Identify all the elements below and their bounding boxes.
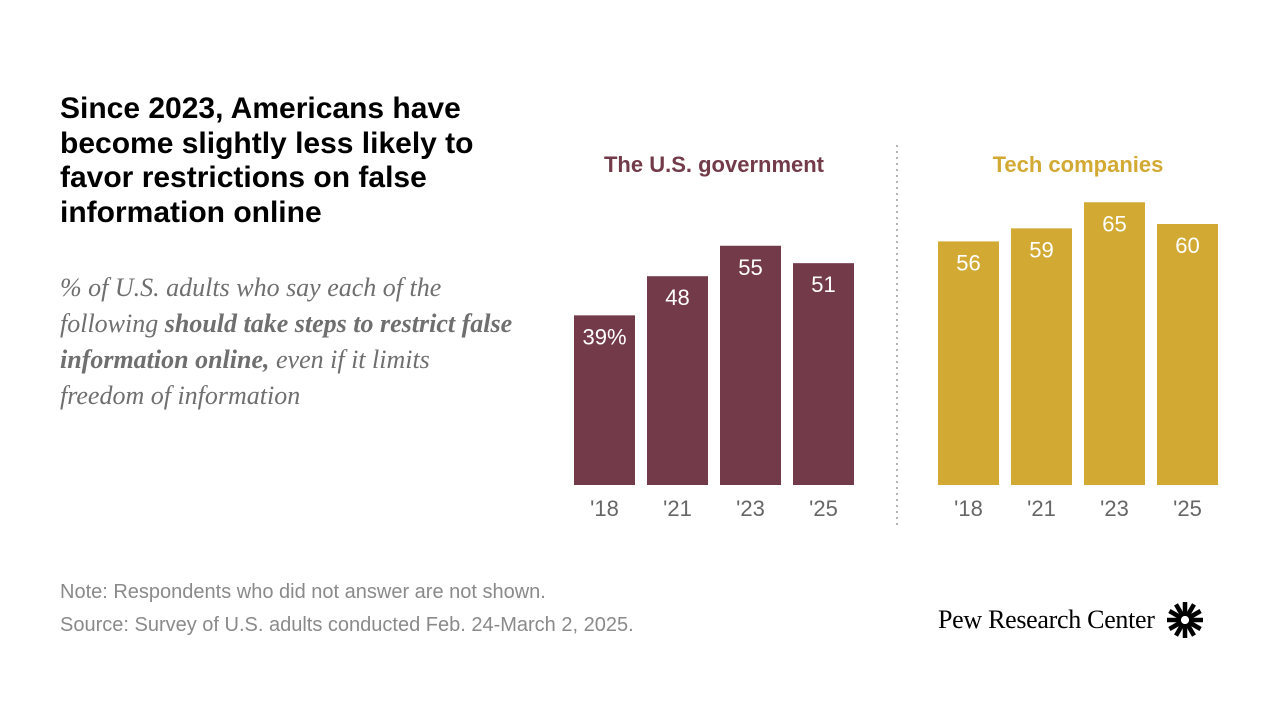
x-tick-the-u-s-government-2: '23 — [736, 496, 765, 521]
note-text: Note: Respondents who did not answer are… — [60, 581, 546, 603]
x-tick-tech-companies-3: '25 — [1173, 496, 1202, 521]
sunburst-ray — [1187, 620, 1202, 631]
subtitle-text-1: % of U.S. adults who say each of the fol… — [60, 273, 442, 338]
bar-the-u-s-government-0 — [574, 315, 635, 485]
x-tick-the-u-s-government-1: '21 — [663, 496, 692, 521]
x-tick-the-u-s-government-3: '25 — [809, 496, 838, 521]
bar-tech-companies-0 — [938, 241, 999, 485]
sunburst-ray — [1167, 609, 1183, 620]
data-label-the-u-s-government-1: 48 — [665, 285, 689, 310]
sunburst-ray — [1167, 620, 1183, 631]
sunburst-ray — [1187, 609, 1202, 620]
panel-title-tech-companies: Tech companies — [993, 152, 1164, 177]
data-label-tech-companies-2: 65 — [1102, 211, 1126, 236]
data-label-the-u-s-government-0: 39% — [582, 324, 626, 349]
source-text: Source: Survey of U.S. adults conducted … — [60, 614, 634, 636]
bar-the-u-s-government-1 — [647, 276, 708, 485]
bar-tech-companies-1 — [1011, 228, 1072, 485]
brand-name: Pew Research Center — [938, 605, 1155, 634]
sunburst-ray — [1173, 603, 1185, 618]
subtitle-text-2: even if it limits freedom of information — [60, 345, 430, 410]
sunburst-ray — [1184, 603, 1196, 618]
chart-subtitle: % of U.S. adults who say each of the fol… — [60, 270, 520, 414]
chart-title: Since 2023, Americans have become slight… — [60, 92, 474, 229]
bar-the-u-s-government-3 — [793, 263, 854, 485]
x-tick-the-u-s-government-0: '18 — [590, 496, 619, 521]
bar-tech-companies-3 — [1157, 224, 1218, 485]
pew-logo: Pew Research Center — [938, 598, 1205, 642]
pew-sunburst-icon — [1166, 602, 1203, 638]
bar-the-u-s-government-2 — [720, 245, 781, 485]
bar-tech-companies-2 — [1084, 202, 1145, 485]
data-label-tech-companies-1: 59 — [1029, 237, 1053, 262]
x-tick-tech-companies-2: '23 — [1100, 496, 1129, 521]
footnote: Note: Respondents who did not answer are… — [60, 576, 634, 642]
panel-title-the-u-s-government: The U.S. government — [604, 152, 825, 177]
x-tick-tech-companies-0: '18 — [954, 496, 983, 521]
subtitle-emphasis: should take steps to restrict false info… — [60, 309, 513, 374]
data-label-the-u-s-government-3: 51 — [811, 272, 835, 297]
data-label-tech-companies-3: 60 — [1175, 233, 1199, 258]
data-label-tech-companies-0: 56 — [956, 250, 980, 275]
sunburst-ray — [1173, 622, 1185, 637]
data-label-the-u-s-government-2: 55 — [738, 255, 762, 280]
sunburst-ray — [1184, 622, 1196, 637]
x-tick-tech-companies-1: '21 — [1027, 496, 1056, 521]
